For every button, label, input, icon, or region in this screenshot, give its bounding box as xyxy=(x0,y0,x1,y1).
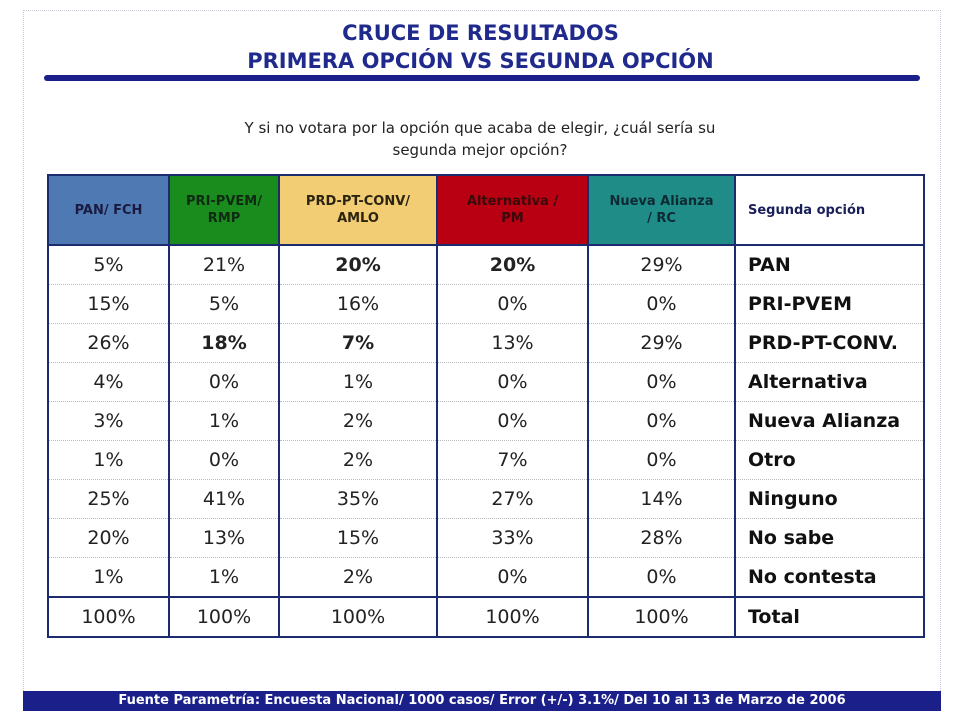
cell-value: 1% xyxy=(47,557,170,598)
cell-value: 1% xyxy=(278,362,438,402)
question-line-2: segunda mejor opción? xyxy=(392,141,568,159)
cell-value: 0% xyxy=(436,362,589,402)
cell-value: 20% xyxy=(436,245,589,285)
cell-value: 1% xyxy=(168,557,280,598)
cell-value: 100% xyxy=(278,596,438,638)
header-na-line-1: Nueva Alianza xyxy=(609,194,714,209)
row-label: PRI-PVEM xyxy=(734,284,925,324)
source-footer: Fuente Parametría: Encuesta Nacional/ 10… xyxy=(23,691,941,711)
header-pri: PRI-PVEM/ RMP xyxy=(168,174,280,246)
row-label: PRD-PT-CONV. xyxy=(734,323,925,363)
cell-value: 4% xyxy=(47,362,170,402)
cell-value: 100% xyxy=(168,596,280,638)
cell-value: 7% xyxy=(278,323,438,363)
row-label: No sabe xyxy=(734,518,925,558)
cell-value: 1% xyxy=(47,440,170,480)
header-pan: PAN/ FCH xyxy=(47,174,170,246)
table-row: 1% 1% 2% 0% 0% No contesta xyxy=(47,557,925,598)
row-label: Otro xyxy=(734,440,925,480)
cell-value: 0% xyxy=(587,557,736,598)
survey-question: Y si no votara por la opción que acaba d… xyxy=(150,117,810,161)
cell-value: 2% xyxy=(278,440,438,480)
header-prd-line-1: PRD-PT-CONV/ xyxy=(305,194,411,209)
cell-value: 5% xyxy=(168,284,280,324)
cell-value: 100% xyxy=(436,596,589,638)
cell-value: 7% xyxy=(436,440,589,480)
cell-value: 18% xyxy=(168,323,280,363)
cell-value: 13% xyxy=(436,323,589,363)
table-row: 3% 1% 2% 0% 0% Nueva Alianza xyxy=(47,401,925,441)
header-alt-line-1: Alternativa / xyxy=(466,194,559,209)
title-line-1: CRUCE DE RESULTADOS xyxy=(342,21,619,45)
table-row: 1% 0% 2% 7% 0% Otro xyxy=(47,440,925,480)
cell-value: 0% xyxy=(168,362,280,402)
cell-value: 35% xyxy=(278,479,438,519)
table-row: 25% 41% 35% 27% 14% Ninguno xyxy=(47,479,925,519)
header-pri-line-2: RMP xyxy=(207,211,241,226)
cell-value: 29% xyxy=(587,323,736,363)
title-underline xyxy=(44,75,920,81)
table-row: 4% 0% 1% 0% 0% Alternativa xyxy=(47,362,925,402)
header-segunda-opcion: Segunda opción xyxy=(734,174,925,246)
header-alternativa: Alternativa / PM xyxy=(436,174,589,246)
header-row: PAN/ FCH PRI-PVEM/ RMP PRD-PT-CONV/ AMLO… xyxy=(47,174,925,246)
cell-value: 100% xyxy=(47,596,170,638)
cell-value: 16% xyxy=(278,284,438,324)
cell-value: 27% xyxy=(436,479,589,519)
cell-value: 28% xyxy=(587,518,736,558)
row-label: Total xyxy=(734,596,925,638)
cell-value: 13% xyxy=(168,518,280,558)
cell-value: 2% xyxy=(278,557,438,598)
title-line-2: PRIMERA OPCIÓN VS SEGUNDA OPCIÓN xyxy=(247,49,714,73)
row-label: Ninguno xyxy=(734,479,925,519)
cell-value: 41% xyxy=(168,479,280,519)
question-line-1: Y si no votara por la opción que acaba d… xyxy=(244,119,716,137)
table-row: 26% 18% 7% 13% 29% PRD-PT-CONV. xyxy=(47,323,925,363)
cell-value: 20% xyxy=(47,518,170,558)
cell-value: 20% xyxy=(278,245,438,285)
table-row: 20% 13% 15% 33% 28% No sabe xyxy=(47,518,925,558)
cell-value: 29% xyxy=(587,245,736,285)
cell-value: 21% xyxy=(168,245,280,285)
row-label: Nueva Alianza xyxy=(734,401,925,441)
cell-value: 2% xyxy=(278,401,438,441)
table-row: 15% 5% 16% 0% 0% PRI-PVEM xyxy=(47,284,925,324)
results-table: PAN/ FCH PRI-PVEM/ RMP PRD-PT-CONV/ AMLO… xyxy=(47,174,925,638)
cell-value: 14% xyxy=(587,479,736,519)
cell-value: 25% xyxy=(47,479,170,519)
cell-value: 15% xyxy=(278,518,438,558)
cell-value: 33% xyxy=(436,518,589,558)
header-na-line-2: / RC xyxy=(647,211,676,226)
cell-value: 3% xyxy=(47,401,170,441)
total-row: 100% 100% 100% 100% 100% Total xyxy=(47,596,925,638)
cell-value: 0% xyxy=(587,284,736,324)
header-pri-line-1: PRI-PVEM/ xyxy=(186,194,262,209)
table-row: 5% 21% 20% 20% 29% PAN xyxy=(47,245,925,285)
cell-value: 0% xyxy=(436,284,589,324)
row-label: Alternativa xyxy=(734,362,925,402)
cell-value: 0% xyxy=(436,557,589,598)
cell-value: 5% xyxy=(47,245,170,285)
cell-value: 0% xyxy=(587,401,736,441)
cell-value: 0% xyxy=(436,401,589,441)
header-pan-line-1: PAN/ FCH xyxy=(74,202,143,218)
cell-value: 1% xyxy=(168,401,280,441)
header-prd: PRD-PT-CONV/ AMLO xyxy=(278,174,438,246)
header-nueva-alianza: Nueva Alianza / RC xyxy=(587,174,736,246)
cell-value: 0% xyxy=(168,440,280,480)
cell-value: 0% xyxy=(587,362,736,402)
header-alt-line-2: PM xyxy=(501,211,524,226)
cell-value: 0% xyxy=(587,440,736,480)
header-prd-line-2: AMLO xyxy=(337,211,379,226)
cell-value: 15% xyxy=(47,284,170,324)
cell-value: 26% xyxy=(47,323,170,363)
row-label: No contesta xyxy=(734,557,925,598)
cell-value: 100% xyxy=(587,596,736,638)
row-label: PAN xyxy=(734,245,925,285)
